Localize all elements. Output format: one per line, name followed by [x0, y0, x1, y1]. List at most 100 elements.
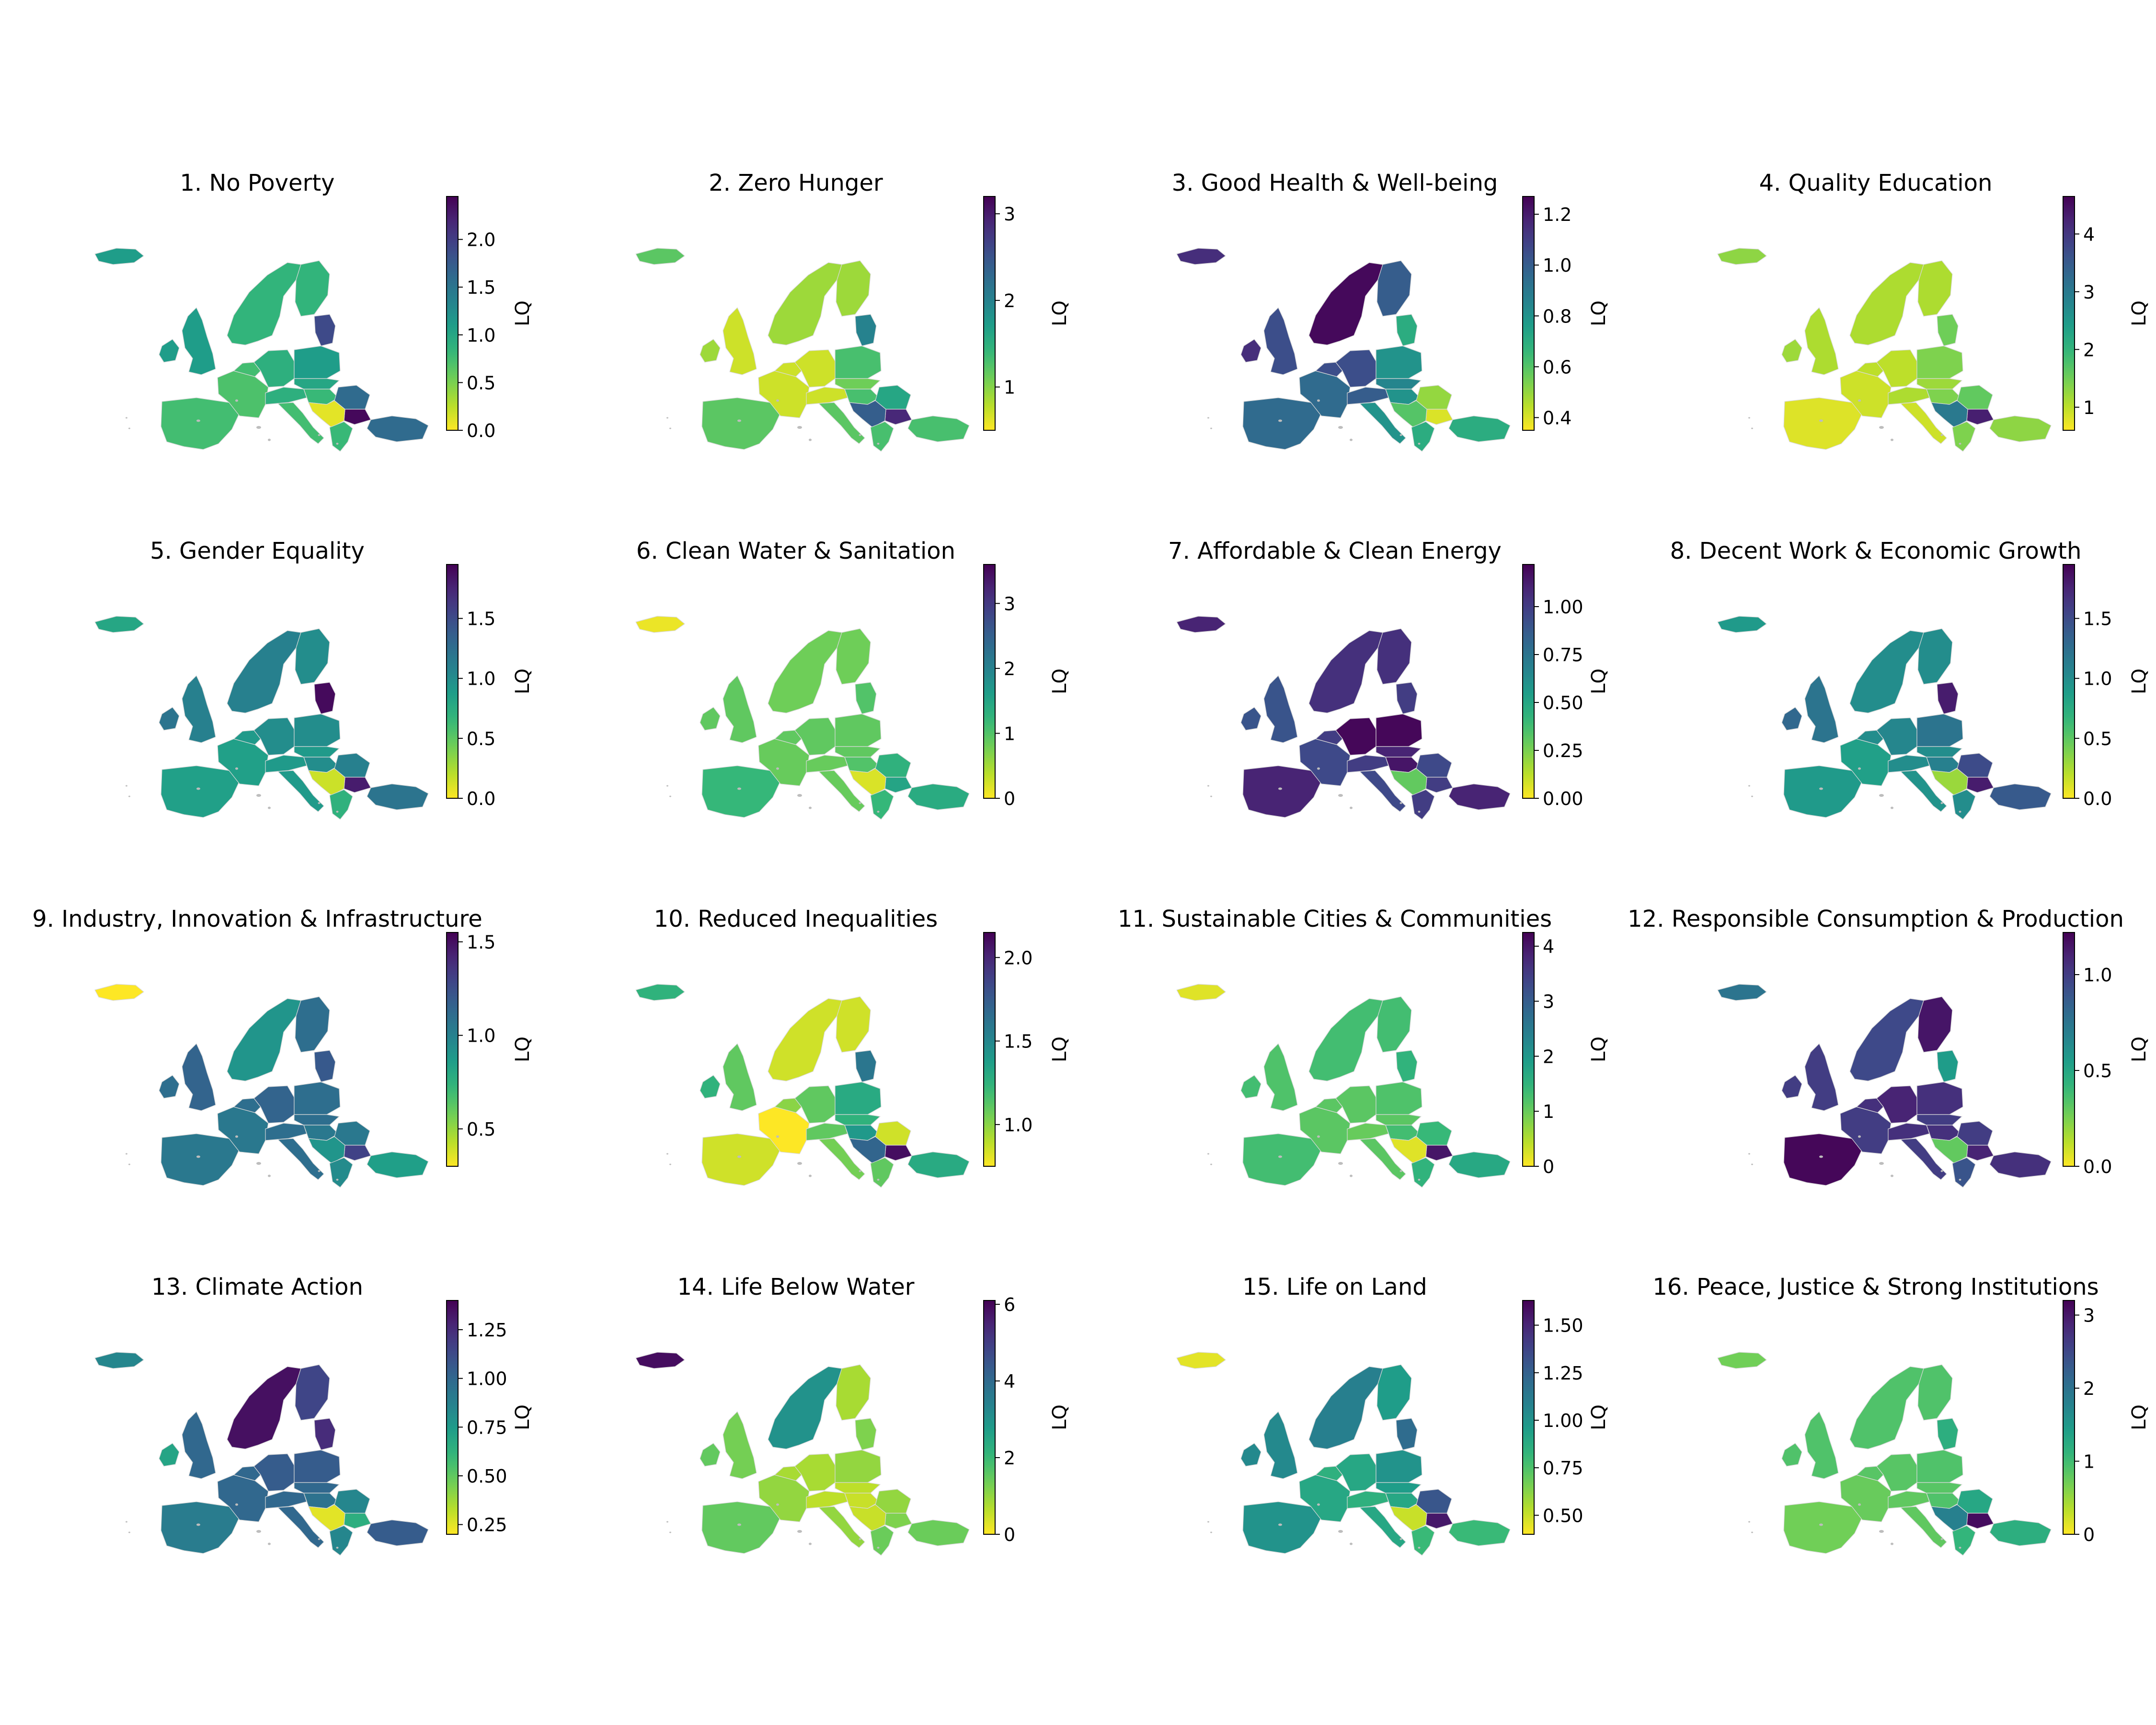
region-scandinavia — [1849, 630, 1924, 713]
region-finland — [1917, 260, 1953, 317]
colorbar — [983, 1300, 996, 1535]
region-uk — [1263, 1411, 1298, 1479]
region-uk — [1263, 675, 1298, 743]
region-iberia — [1242, 1133, 1322, 1186]
colorbar-tick-label: 1.5 — [467, 932, 495, 953]
region-ireland — [1781, 707, 1802, 731]
island-dot — [809, 1174, 812, 1177]
island-dot — [1891, 1174, 1893, 1177]
region-iberia — [1242, 1501, 1322, 1554]
region-poland — [1376, 713, 1422, 747]
island-dot — [737, 419, 741, 422]
colorbar-tick-label: 6 — [1004, 1294, 1015, 1315]
region-uk — [1263, 307, 1298, 375]
region-bulgaria — [1966, 1145, 1994, 1161]
region-poland — [1376, 1081, 1422, 1115]
island-dot — [1959, 443, 1961, 445]
colorbar-tick-label: 1.5 — [467, 609, 495, 630]
region-italy — [818, 402, 865, 444]
region-scandinavia — [1308, 998, 1383, 1081]
region-uk — [182, 675, 216, 743]
region-finland — [1917, 628, 1953, 685]
region-finland — [1917, 1364, 1953, 1421]
region-czech_slovakia — [1916, 1482, 1962, 1494]
region-czech_slovakia — [835, 1114, 881, 1126]
region-hungary — [303, 1493, 339, 1509]
region-iceland — [94, 248, 144, 265]
region-baltics — [855, 1050, 877, 1082]
choropleth-map — [1176, 1352, 1511, 1556]
region-iceland — [1717, 248, 1767, 265]
colorbar — [2063, 932, 2075, 1167]
subplot-title: 11. Sustainable Cities & Communities — [1118, 906, 1552, 932]
colorbar-tick-label: 0.50 — [1543, 1505, 1583, 1526]
region-finland — [836, 260, 871, 317]
island-dot — [666, 1521, 668, 1523]
island-dot — [235, 767, 238, 770]
region-turkey — [1989, 1151, 2052, 1178]
island-dot — [1940, 434, 1943, 436]
region-greece — [870, 789, 894, 820]
colorbar-label: LQ — [2128, 668, 2150, 694]
region-bulgaria — [1425, 409, 1453, 425]
region-iberia — [1783, 1133, 1863, 1186]
colorbar — [983, 196, 996, 431]
colorbar-tick-label: 4 — [2083, 224, 2095, 245]
subplot-1: 1. No Poverty 0.0 0.5 1.0 1.5 2.0 LQ — [94, 170, 534, 452]
subplot-16: 16. Peace, Justice & Strong Institutions… — [1652, 1274, 2150, 1556]
region-bulgaria — [1966, 1513, 1994, 1529]
colorbar-tick-label: 0.25 — [467, 1515, 507, 1536]
choropleth-map — [1176, 616, 1511, 820]
subplot-title: 4. Quality Education — [1759, 170, 1993, 196]
island-dot — [737, 1523, 741, 1526]
region-italy — [818, 1506, 865, 1548]
colorbar-tick-label: 1.5 — [467, 277, 495, 298]
region-ireland — [700, 339, 721, 363]
region-greece — [329, 1525, 353, 1556]
subplot-title: 3. Good Health & Well-being — [1172, 170, 1498, 196]
region-iceland — [94, 1352, 144, 1369]
island-dot — [737, 787, 741, 790]
island-dot — [1399, 434, 1402, 436]
subplot-14: 14. Life Below Water 0 2 4 6 LQ — [635, 1274, 1071, 1556]
colorbar-tick-label: 0.6 — [1543, 356, 1571, 378]
region-italy — [1359, 1138, 1406, 1180]
colorbar-tick-label: 1.00 — [1543, 597, 1583, 618]
region-bulgaria — [1966, 409, 1994, 425]
region-uk — [722, 675, 757, 743]
region-ireland — [700, 707, 721, 731]
island-dot — [318, 434, 321, 436]
region-scandinavia — [227, 998, 301, 1081]
island-dot — [1959, 811, 1961, 813]
region-turkey — [1989, 1519, 2052, 1546]
colorbar-tick-label: 0.00 — [1543, 788, 1583, 809]
region-italy — [1359, 402, 1406, 444]
colorbar-tick-label: 1 — [1543, 1101, 1554, 1122]
region-greece — [1411, 789, 1435, 820]
island-dot — [776, 1135, 779, 1138]
region-baltics — [1396, 314, 1418, 346]
subplot-title: 13. Climate Action — [151, 1274, 363, 1300]
region-balkans — [849, 1136, 886, 1164]
region-alps — [1888, 755, 1930, 773]
colorbar-tick-label: 1.0 — [467, 325, 495, 346]
subplot-15: 15. Life on Land 0.50 0.75 1.00 1.25 1.50 LQ — [1176, 1274, 1610, 1556]
island-dot — [1879, 426, 1884, 429]
colorbar-tick-label: 0.0 — [2083, 788, 2112, 809]
region-iberia — [1783, 397, 1863, 450]
island-dot — [1940, 1170, 1943, 1172]
colorbar-label: LQ — [1049, 1404, 1071, 1430]
colorbar-label: LQ — [1588, 300, 1610, 326]
choropleth-map — [1717, 616, 2052, 820]
colorbar — [2063, 196, 2075, 431]
region-turkey — [367, 1151, 429, 1178]
island-dot — [1418, 443, 1421, 445]
island-dot — [128, 1163, 130, 1165]
colorbar-tick-label: 3 — [2083, 282, 2095, 303]
region-alps — [806, 1491, 848, 1509]
region-finland — [1376, 260, 1412, 317]
colorbar-tick-label: 1.0 — [467, 668, 495, 690]
region-hungary — [1926, 1493, 1961, 1509]
region-czech_slovakia — [294, 746, 340, 758]
island-dot — [776, 399, 779, 402]
